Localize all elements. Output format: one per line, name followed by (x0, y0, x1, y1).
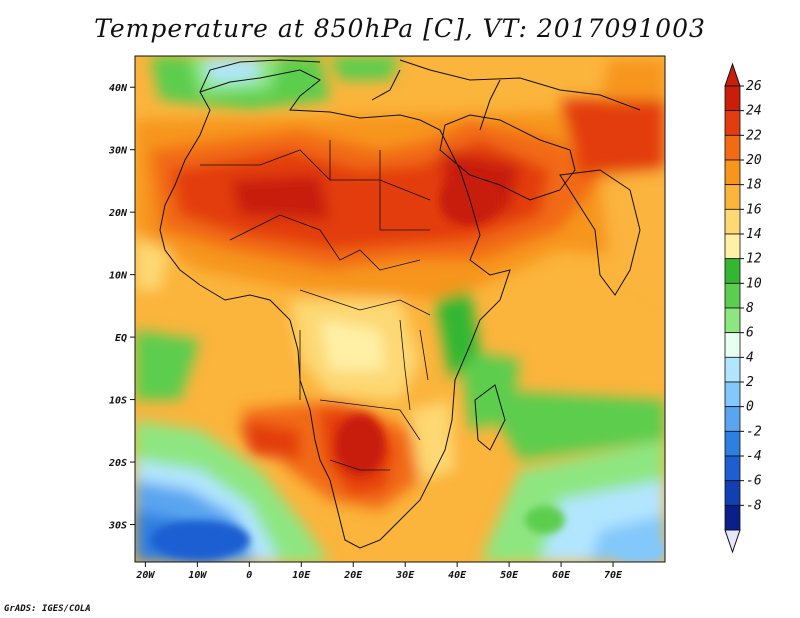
map-frame (134, 55, 666, 563)
colorbar-label: 26 (746, 79, 762, 94)
colorbar-label: 20 (746, 153, 762, 168)
lon-tick-label: 60E (552, 570, 571, 581)
colorbar-label: 8 (746, 301, 754, 316)
colorbar-swatch (724, 282, 741, 309)
colorbar-swatch (724, 504, 741, 531)
colorbar-swatch (724, 406, 741, 432)
lon-tick-label: 10E (292, 570, 311, 581)
colorbar-label: -6 (746, 474, 762, 489)
temperature-field (135, 56, 665, 562)
colorbar-swatch (724, 307, 741, 334)
chart-title: Temperature at 850hPa [C], VT: 201709100… (94, 14, 706, 43)
lon-tick-label: 30E (395, 570, 415, 581)
colorbar-swatch (724, 233, 741, 260)
lat-tick-label: 20N (108, 208, 128, 219)
lon-tick-label: 50E (500, 570, 519, 581)
colorbar-label: 16 (746, 202, 762, 217)
colorbar-label: 14 (746, 227, 762, 242)
colorbar-swatch (724, 455, 741, 482)
lon-tick-label: 70E (604, 570, 623, 581)
colorbar-bottom-arrow (724, 529, 741, 554)
lon-tick-label: 20W (135, 570, 155, 581)
lon-tick-label: 20E (343, 570, 363, 581)
lat-tick-label: 10N (109, 271, 128, 282)
colorbar-label: 2 (746, 375, 754, 390)
lat-tick-label: 10S (109, 396, 127, 407)
colorbar-top-arrow (724, 62, 741, 87)
colorbar-label: 24 (746, 104, 762, 119)
colorbar-label: 0 (746, 400, 754, 415)
lon-tick-label: 0 (246, 570, 252, 581)
colorbar-swatch (724, 159, 741, 186)
colorbar-label: 18 (746, 178, 762, 193)
lon-tick-label: 10W (188, 570, 207, 581)
latitude-tick-labels: 40N 30N 20N 10N EQ 10S 20S 30S (108, 83, 135, 532)
lon-tick-label: 40E (448, 570, 467, 581)
footer-credit: GrADS: IGES/COLA (4, 604, 91, 614)
colorbar-swatch (724, 332, 741, 358)
colorbar-swatch (724, 430, 741, 457)
colorbar-swatch (724, 208, 741, 235)
colorbar-label: 10 (746, 276, 762, 291)
colorbar-label: 6 (746, 326, 754, 341)
longitude-tick-labels: 20W 10W 0 10E 20E 30E 40E 50E 60E 70E (135, 562, 623, 581)
lat-tick-label: 30S (108, 521, 127, 532)
colorbar-swatch (724, 134, 741, 161)
colorbar-label: 4 (746, 350, 754, 365)
colorbar-swatch (724, 110, 741, 136)
colorbar-label: -4 (746, 449, 762, 464)
lat-tick-label: 20S (108, 458, 127, 469)
colorbar-swatch (724, 480, 741, 506)
coastline-outline (159, 59, 641, 549)
colorbar-label: -2 (746, 424, 762, 439)
colorbar-swatch (724, 184, 741, 210)
colorbar-swatch (724, 356, 741, 383)
colorbar-swatch (724, 381, 741, 408)
lat-tick-label: 40N (109, 83, 128, 94)
lat-tick-label: EQ (115, 333, 127, 344)
lat-tick-label: 30N (108, 146, 128, 157)
colorbar-swatch (724, 258, 741, 284)
colorbar-label: 22 (746, 128, 762, 143)
colorbar-label: 12 (746, 252, 762, 267)
colorbar-swatch (724, 85, 741, 112)
colorbar-label: -8 (746, 498, 762, 513)
